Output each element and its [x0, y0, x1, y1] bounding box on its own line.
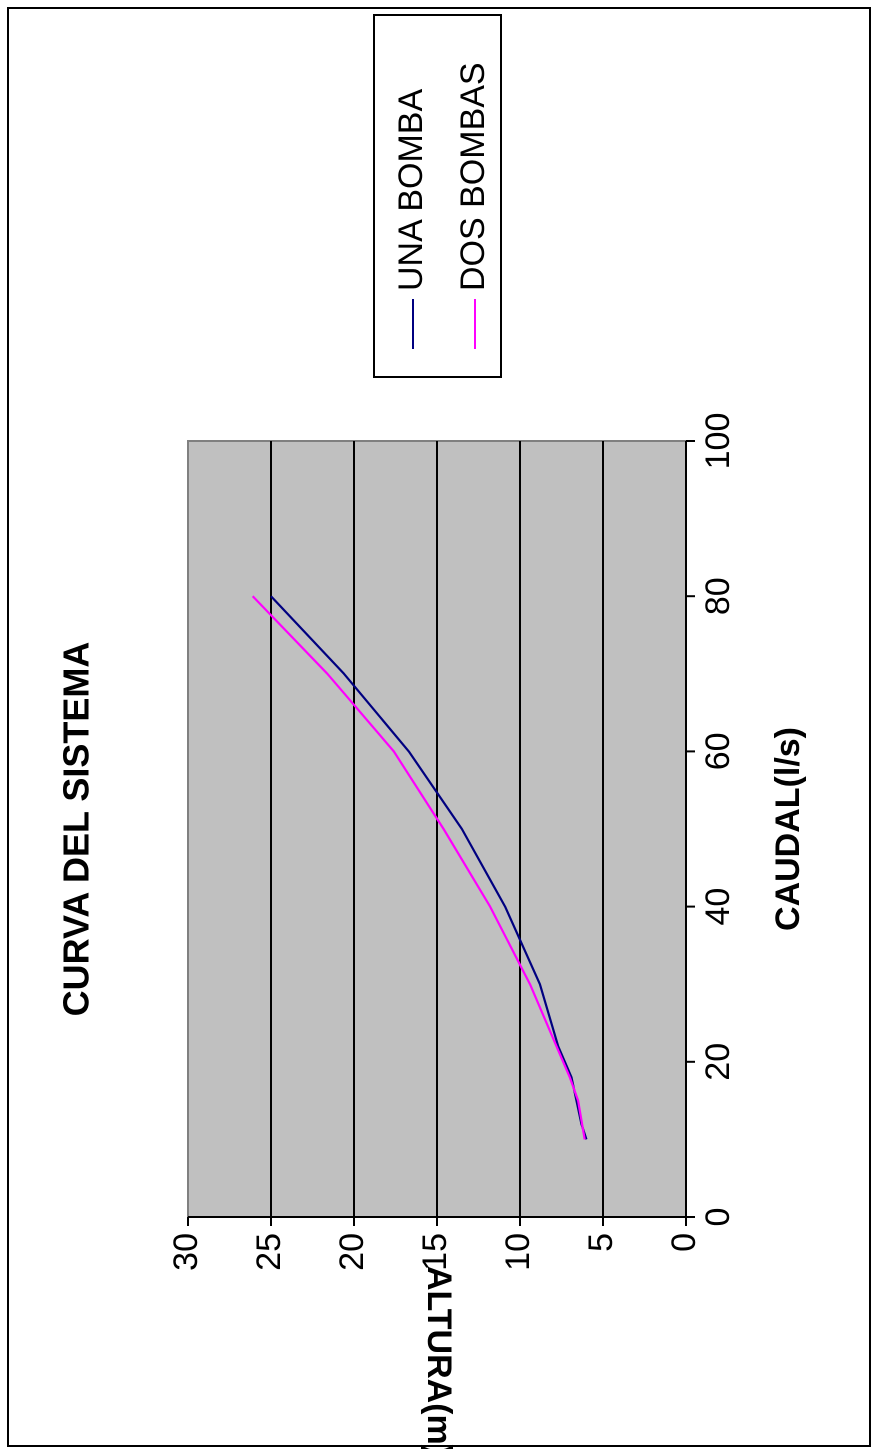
y-tick-label-25: 25 — [250, 1233, 288, 1271]
y-tick-label-20: 20 — [333, 1233, 371, 1271]
y-tick-label-30: 30 — [167, 1233, 205, 1271]
legend-label-2: DOS BOMBAS — [454, 62, 492, 291]
x-tick-label-0: 0 — [699, 1208, 737, 1227]
y-tick-label-15: 15 — [416, 1233, 454, 1271]
legend-box — [373, 14, 502, 378]
y-tick-label-5: 5 — [582, 1233, 620, 1252]
plot-area — [187, 440, 695, 1226]
chart-title: CURVA DEL SISTEMA — [56, 642, 97, 1017]
chart-frame: 0 5 10 15 20 25 30 0 20 40 60 80 100 CURVA DEL SISTEM… — [7, 7, 871, 1449]
y-axis-title: ALTURA(m) — [420, 1266, 458, 1449]
y-tick-label-10: 10 — [499, 1233, 537, 1271]
chart-text: 0 5 10 15 20 25 30 0 20 40 60 80 100 CURVA DEL SISTEM… — [56, 413, 807, 1449]
x-tick-label-20: 20 — [699, 1043, 737, 1081]
y-tick-label-0: 0 — [665, 1233, 703, 1252]
chart-svg: 0 5 10 15 20 25 30 0 20 40 60 80 100 CURVA DEL SISTEM… — [56, 14, 807, 1449]
x-axis-title: CAUDAL(l/s) — [769, 727, 807, 931]
series-line-2 — [251, 595, 586, 1140]
x-tick-label-40: 40 — [699, 888, 737, 926]
x-tick-label-80: 80 — [699, 577, 737, 615]
x-tick-label-100: 100 — [699, 413, 737, 470]
legend-label-1: UNA BOMBA — [392, 89, 430, 291]
series-line-1 — [270, 595, 588, 1140]
x-tick-label-60: 60 — [699, 732, 737, 770]
legend: UNA BOMBA DOS BOMBAS — [373, 14, 502, 378]
